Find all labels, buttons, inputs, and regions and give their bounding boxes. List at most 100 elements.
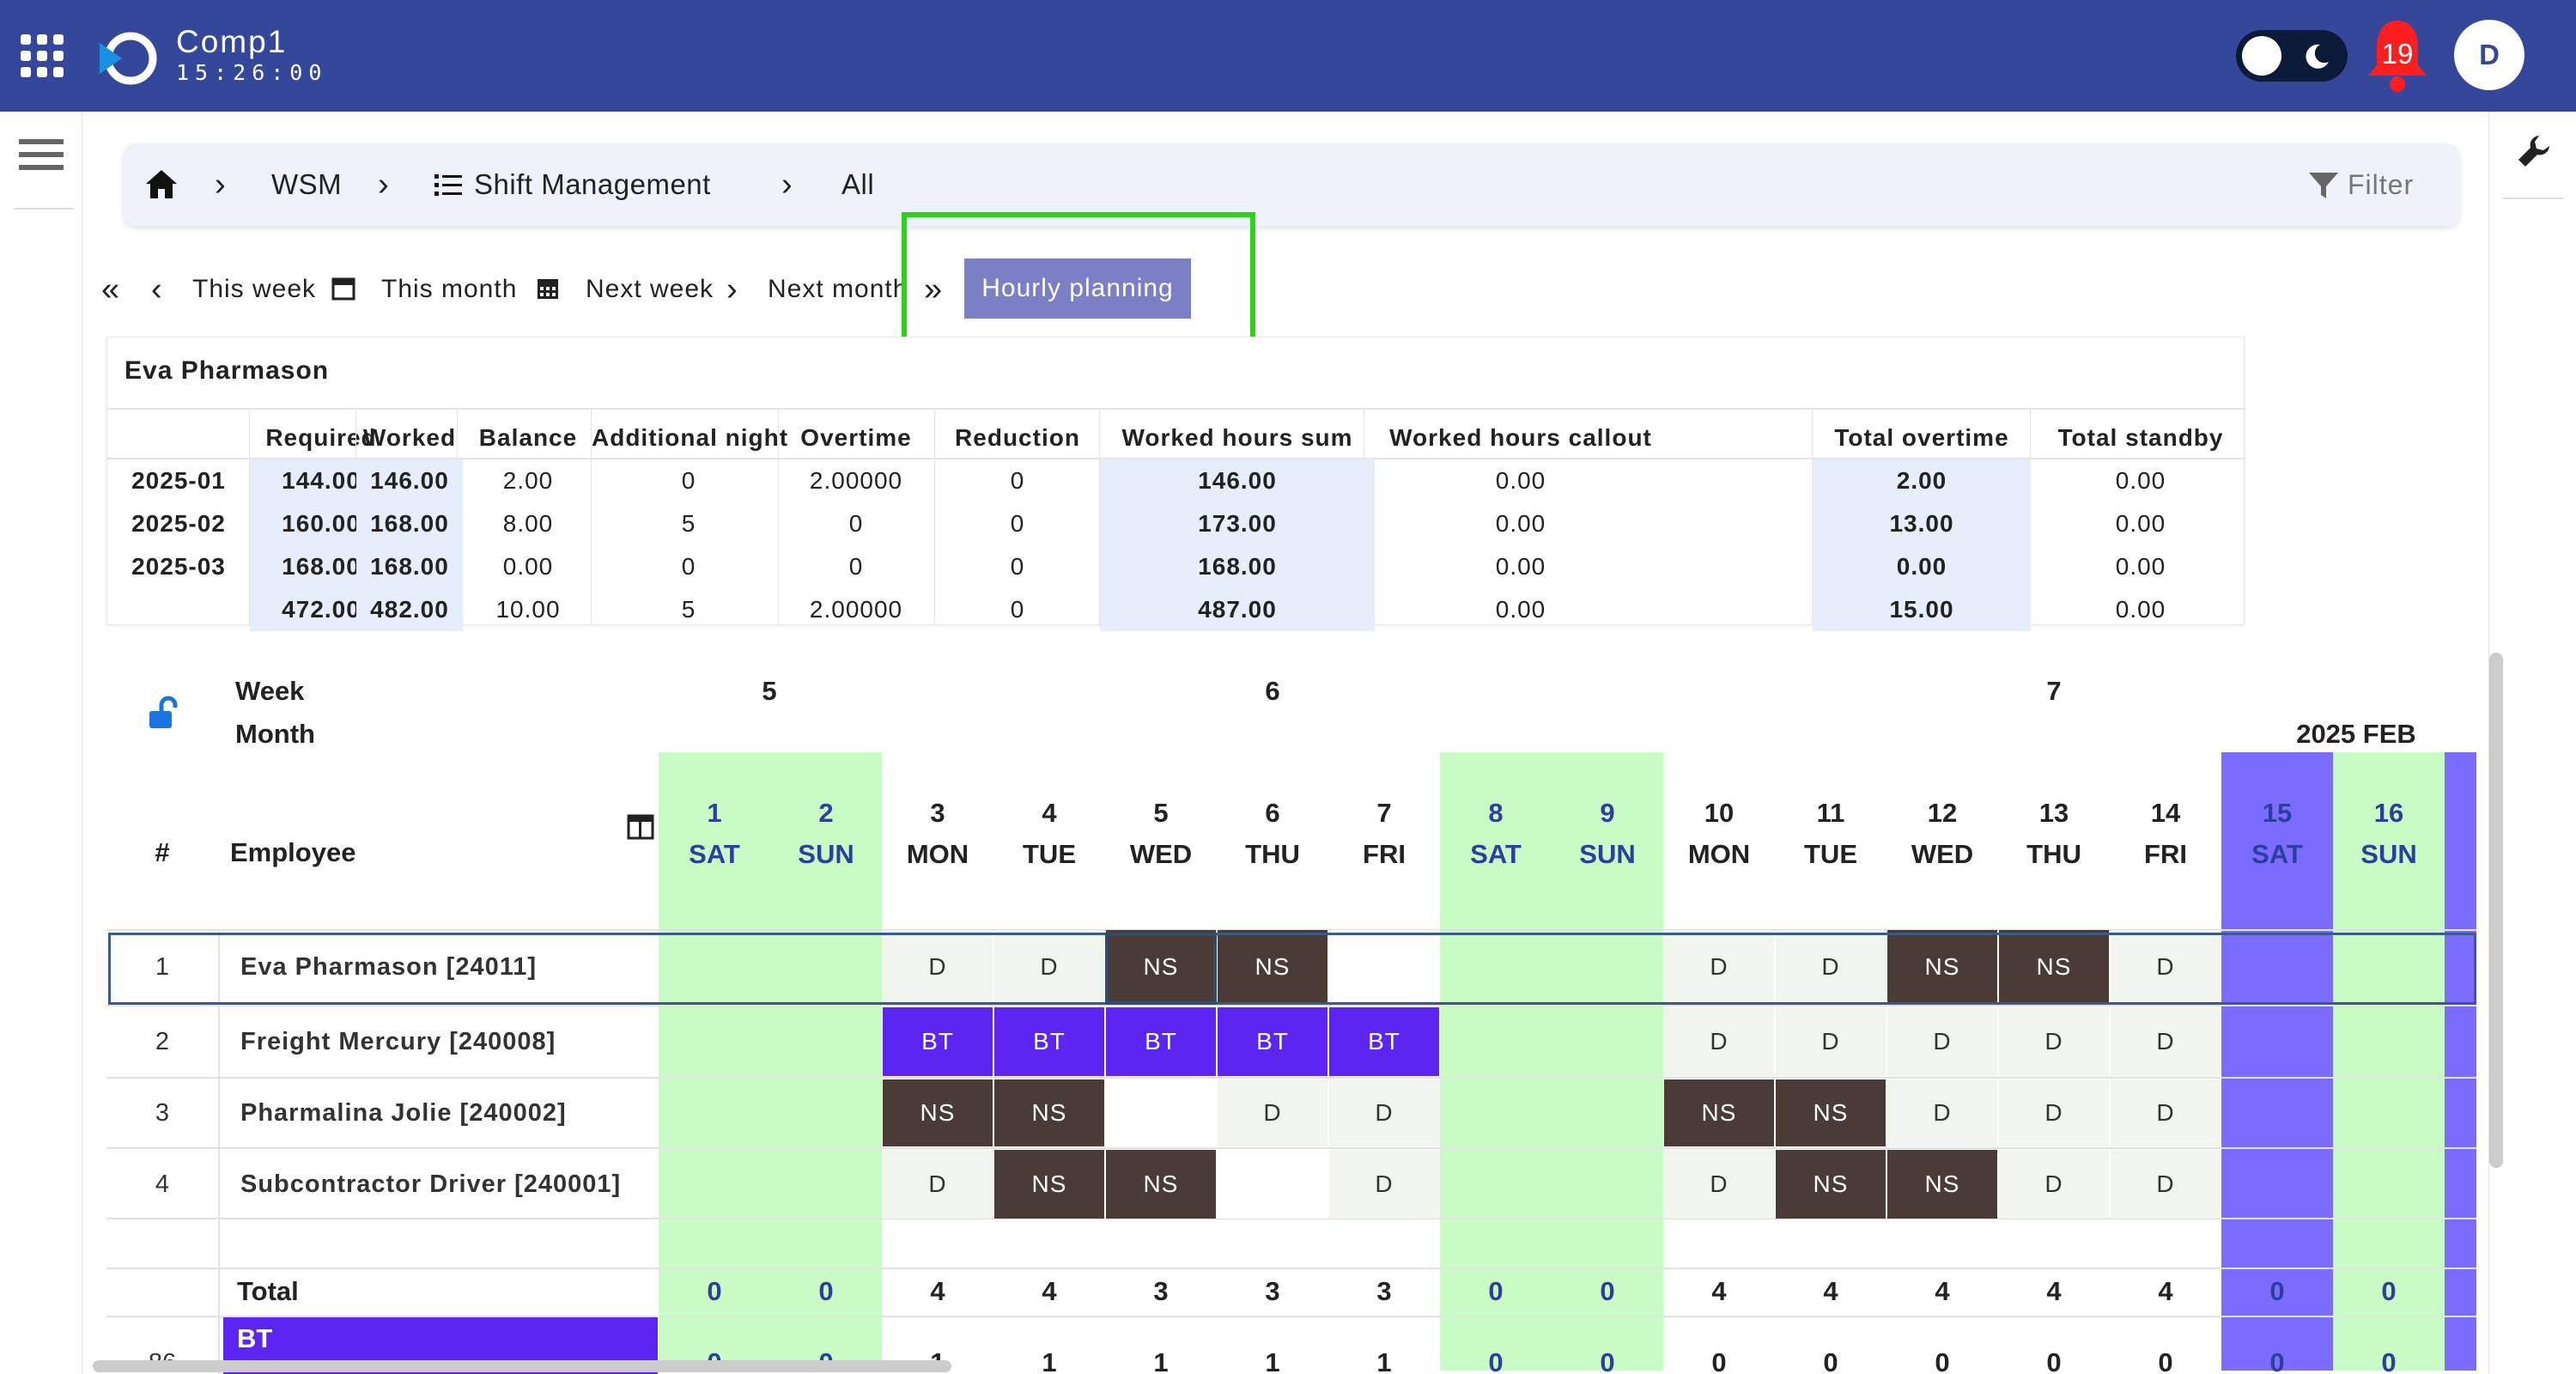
shift-cell[interactable]: D (1999, 1079, 2109, 1146)
planning-grid: Week Month # Employee 5 6 7 2025 FEB 1 SAT 2 SUN 3 MO… (106, 663, 2476, 1374)
summary-divider (107, 408, 2245, 410)
employee-name[interactable]: Subcontractor Driver [240001] (240, 1170, 622, 1198)
shift-cell[interactable]: D (2111, 930, 2221, 1004)
unlock-icon[interactable] (146, 696, 180, 732)
shift-cell[interactable]: D (1776, 1007, 1886, 1076)
this-week-button[interactable]: This week (192, 275, 317, 303)
bt-total-value: 1 (1042, 1347, 1057, 1374)
shift-cell-empty[interactable] (1218, 1150, 1327, 1219)
shift-cell[interactable]: D (1887, 1079, 1997, 1146)
shift-cell[interactable]: BT (883, 1007, 993, 1076)
day-weekday: FRI (2144, 839, 2187, 869)
day-number: 2 (818, 798, 834, 828)
day-weekday: SUN (2360, 839, 2417, 869)
filter-button[interactable]: Filter (2305, 162, 2442, 207)
shift-cell[interactable]: NS (1106, 930, 1216, 1004)
employee-name[interactable]: Eva Pharmason [24011] (240, 953, 538, 981)
hourly-planning-button[interactable]: Hourly planning (964, 258, 1191, 319)
theme-toggle[interactable] (2236, 30, 2348, 82)
shift-cell[interactable]: D (1776, 930, 1886, 1004)
shift-cell[interactable]: D (883, 1150, 993, 1219)
shift-cell[interactable]: NS (1999, 930, 2109, 1004)
summary-cell: 168.00 (250, 545, 392, 588)
bt-total-value: 0 (2158, 1347, 2173, 1374)
next-week-button[interactable]: Next week (586, 275, 714, 303)
breadcrumb-all[interactable]: All (841, 168, 875, 200)
breadcrumb-shift-management[interactable]: Shift Management (474, 168, 711, 200)
sidebar-divider (2503, 198, 2563, 199)
summary-cell: 2.00000 (809, 467, 903, 494)
user-avatar[interactable]: D (2454, 20, 2524, 90)
shift-cell[interactable]: D (994, 930, 1104, 1004)
shift-cell[interactable]: D (2111, 1079, 2221, 1146)
shift-cell[interactable]: NS (994, 1079, 1104, 1146)
day-number: 3 (930, 798, 945, 828)
hamburger-menu-icon[interactable] (19, 137, 64, 172)
summary-cell: 0.00 (1495, 596, 1546, 623)
summary-col-divider (1099, 408, 1100, 626)
vertical-scrollbar[interactable] (2489, 653, 2503, 1168)
double-chevron-right-icon[interactable]: » (924, 271, 944, 307)
shift-cell[interactable]: D (1999, 1150, 2109, 1219)
shift-cell[interactable]: NS (883, 1079, 993, 1146)
apps-grid-icon[interactable] (19, 33, 65, 79)
breadcrumb-wsm[interactable]: WSM (271, 168, 343, 200)
shift-cell[interactable]: NS (1776, 1079, 1886, 1146)
total-value: 4 (2046, 1276, 2062, 1306)
shift-cell[interactable]: D (1664, 1150, 1774, 1219)
home-icon[interactable] (144, 167, 179, 202)
summary-cell: 0 (681, 467, 696, 494)
shift-cell[interactable]: NS (1776, 1150, 1886, 1219)
summary-cell: 487.00 (1100, 588, 1375, 631)
bt-total-value: 1 (1153, 1347, 1169, 1374)
summary-cell: 0.00 (2115, 553, 2166, 580)
shift-cell[interactable]: D (1329, 1079, 1439, 1146)
shift-cell[interactable]: D (1218, 1079, 1327, 1146)
shift-cell[interactable]: NS (1106, 1150, 1216, 1219)
shift-cell[interactable]: D (1664, 1007, 1774, 1076)
next-month-button[interactable]: Next month (768, 275, 908, 303)
chevron-left-icon[interactable]: ‹ (151, 271, 163, 307)
day-number: 4 (1042, 798, 1057, 828)
shift-cell[interactable]: D (2111, 1150, 2221, 1219)
shift-cell[interactable]: BT (1106, 1007, 1216, 1076)
shift-cell[interactable]: NS (994, 1150, 1104, 1219)
app-logo-icon[interactable] (96, 26, 161, 91)
employee-name[interactable]: Pharmalina Jolie [240002] (240, 1099, 567, 1127)
wrench-icon[interactable] (2517, 134, 2551, 168)
shift-cell[interactable]: BT (1218, 1007, 1327, 1076)
shift-cell[interactable]: D (1329, 1150, 1439, 1219)
shift-cell[interactable]: NS (1664, 1079, 1774, 1146)
shift-cell[interactable]: D (1664, 930, 1774, 1004)
total-value: 0 (1600, 1276, 1615, 1306)
bell-icon[interactable]: 19 (2363, 15, 2432, 94)
shift-cell[interactable]: D (1999, 1007, 2109, 1076)
shift-cell[interactable]: BT (1329, 1007, 1439, 1076)
summary-header-divider (107, 458, 2245, 459)
this-month-button[interactable]: This month (381, 275, 518, 303)
bt-total-value: 1 (1265, 1347, 1280, 1374)
double-chevron-left-icon[interactable]: « (101, 271, 121, 307)
horizontal-scrollbar[interactable] (93, 1360, 951, 1372)
number-header: # (155, 837, 170, 867)
shift-cell[interactable]: NS (1887, 930, 1997, 1004)
summary-column-header: Overtime (800, 424, 912, 451)
employee-name[interactable]: Freight Mercury [240008] (240, 1028, 556, 1055)
shift-cell[interactable]: D (2111, 1007, 2221, 1076)
summary-column-header: Required (265, 424, 377, 451)
day-number: 14 (2150, 798, 2181, 828)
shift-cell[interactable]: NS (1887, 1150, 1997, 1219)
shift-cell[interactable]: BT (994, 1007, 1104, 1076)
summary-cell: 10.00 (495, 596, 561, 623)
bt-total-value: 1 (1376, 1347, 1392, 1374)
month-label: Month (235, 719, 315, 749)
summary-cell: 0 (1010, 596, 1025, 623)
shift-cell[interactable]: D (1887, 1007, 1997, 1076)
shift-cell[interactable]: NS (1218, 930, 1327, 1004)
shift-cell-empty[interactable] (1106, 1079, 1216, 1146)
week-number: 6 (1265, 676, 1280, 706)
shift-cell[interactable]: D (883, 930, 993, 1004)
summary-column-header: Reduction (955, 424, 1080, 451)
columns-icon[interactable] (627, 814, 654, 840)
shift-cell-empty[interactable] (1329, 930, 1439, 1004)
